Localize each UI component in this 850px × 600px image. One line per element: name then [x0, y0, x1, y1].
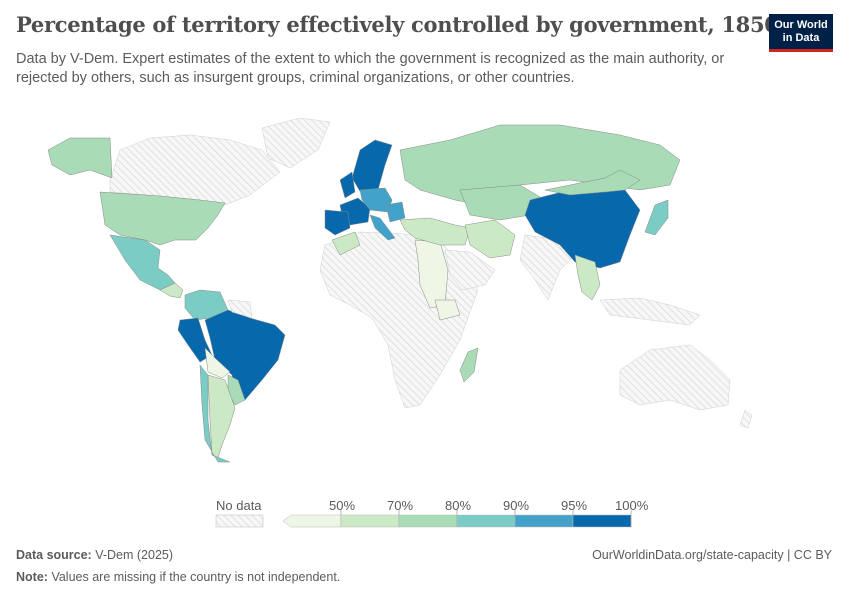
legend-bin-label: 50% [329, 498, 356, 513]
country-iberia[interactable] [324, 209, 351, 236]
country-japan[interactable] [644, 199, 669, 236]
chart-title: Percentage of territory effectively cont… [16, 12, 779, 37]
country-southeast-asia-islands[interactable] [599, 297, 701, 326]
legend-no-data-swatch [215, 514, 264, 528]
source-label: Data source: [16, 548, 92, 562]
country-russia[interactable] [399, 124, 681, 206]
chart-subtitle: Data by V-Dem. Expert estimates of the e… [16, 51, 725, 86]
legend [215, 510, 632, 528]
country-chile[interactable] [199, 364, 231, 463]
note-text: Values are missing if the country is not… [51, 570, 341, 584]
country-alaska[interactable] [47, 137, 113, 179]
country-peru[interactable] [177, 317, 213, 363]
owid-logo[interactable]: Our World in Data [769, 14, 833, 52]
legend-bin-label: 70% [387, 498, 414, 513]
legend-bin[interactable] [340, 514, 400, 528]
note-label: Note: [16, 570, 48, 584]
legend-no-data-label: No data [216, 498, 262, 513]
country-italy[interactable] [369, 214, 396, 241]
legend-bin-label: 80% [445, 498, 472, 513]
source-line: Data source: V-Dem (2025) [16, 548, 173, 562]
legend-bin-label: 100% [615, 498, 649, 513]
country-ottoman[interactable] [399, 217, 471, 246]
country-austria[interactable] [385, 201, 406, 223]
country-ethiopia[interactable] [434, 299, 461, 321]
country-uk[interactable] [339, 171, 356, 199]
legend-bin[interactable] [282, 514, 342, 528]
url-credit[interactable]: OurWorldinData.org/state-capacity | CC B… [592, 548, 832, 562]
country-united-states[interactable] [99, 191, 226, 246]
country-arabia[interactable] [444, 249, 496, 291]
source-text[interactable]: V-Dem (2025) [95, 548, 174, 562]
country-mexico[interactable] [109, 234, 176, 291]
country-bolivia[interactable] [204, 347, 231, 379]
country-morocco[interactable] [331, 231, 361, 256]
country-argentina[interactable] [207, 374, 236, 459]
legend-bin-label: 90% [503, 498, 530, 513]
country-guianas[interactable] [227, 299, 253, 319]
legend-bin[interactable] [398, 514, 458, 528]
legend-bin-label: 95% [561, 498, 588, 513]
country-new-zealand[interactable] [739, 409, 753, 429]
country-australia[interactable] [619, 344, 731, 411]
country-mongolia-manchuria[interactable] [544, 169, 641, 196]
country-central-america[interactable] [159, 282, 184, 299]
legend-bin[interactable] [514, 514, 574, 528]
country-madagascar[interactable] [459, 347, 479, 383]
note-line: Note: Values are missing if the country … [16, 570, 340, 584]
legend-bin[interactable] [456, 514, 516, 528]
country-greenland[interactable] [261, 117, 331, 169]
country-persia[interactable] [464, 219, 516, 259]
legend-bin[interactable] [572, 514, 632, 528]
world-map [47, 117, 753, 463]
country-burma-siam[interactable] [574, 254, 601, 301]
